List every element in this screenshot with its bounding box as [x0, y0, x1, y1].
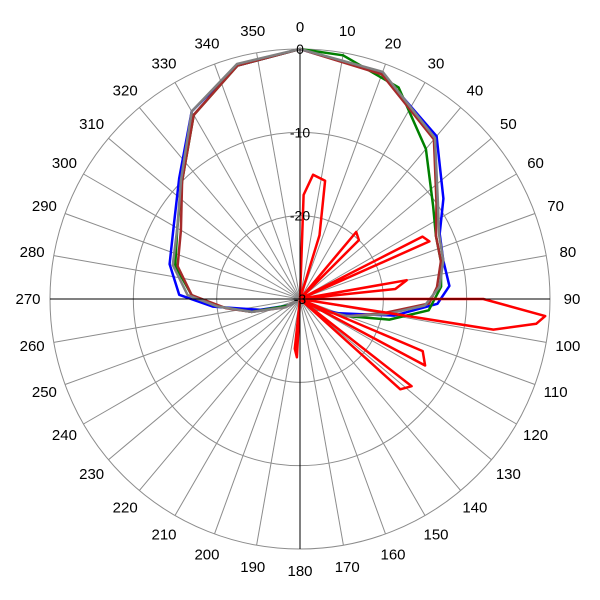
angle-tick-label: 250: [32, 384, 57, 401]
angle-tick-label: 260: [20, 338, 45, 355]
angle-tick-label: 270: [15, 291, 40, 308]
angle-tick-label: 70: [547, 198, 564, 215]
angle-tick-label: 130: [496, 466, 521, 483]
grid-spoke: [138, 107, 301, 300]
grid-spoke: [108, 298, 301, 461]
radial-tick-label: -20: [290, 208, 310, 224]
angle-tick-label: 50: [500, 116, 517, 133]
angle-tick-label: 200: [194, 547, 219, 564]
angle-tick-label: 180: [287, 563, 312, 580]
angle-tick-label: 0: [296, 19, 304, 36]
angle-tick-label: 290: [32, 198, 57, 215]
angle-tick-label: 330: [151, 55, 176, 72]
angle-tick-label: 350: [240, 23, 265, 40]
grid-spoke: [64, 213, 301, 300]
angle-tick-label: 140: [462, 499, 487, 516]
angle-tick-label: 150: [423, 527, 448, 544]
angle-tick-label: 210: [151, 527, 176, 544]
angle-tick-label: 80: [560, 244, 577, 261]
angle-tick-label: 300: [52, 155, 77, 172]
grid-spoke: [299, 213, 536, 300]
grid-spoke: [299, 63, 386, 300]
grid-spoke: [299, 52, 344, 300]
angle-tick-label: 240: [52, 427, 77, 444]
angle-tick-label: 10: [339, 23, 356, 40]
grid-spoke: [174, 82, 301, 300]
grid-spoke: [53, 298, 301, 343]
radial-tick-label: -3: [294, 291, 307, 307]
series-line-4: [293, 173, 547, 391]
radial-tick-label: 0: [296, 41, 304, 57]
grid-spoke: [256, 52, 301, 300]
angle-tick-label: 230: [79, 466, 104, 483]
grid-spoke: [299, 137, 492, 300]
angle-tick-label: 90: [564, 291, 581, 308]
angle-tick-label: 220: [113, 499, 138, 516]
grid-spoke: [299, 82, 426, 300]
axis-group: [50, 49, 550, 549]
grid-spoke: [299, 298, 426, 516]
grid-spoke: [108, 137, 301, 300]
grid-spoke: [138, 298, 301, 491]
angle-tick-label: 100: [555, 338, 580, 355]
angle-tick-label: 340: [194, 35, 219, 52]
grid-spoke: [299, 173, 517, 300]
angle-tick-label: 280: [20, 244, 45, 261]
grid-spoke: [214, 298, 301, 535]
angle-tick-label: 160: [381, 547, 406, 564]
grid-spoke: [83, 173, 301, 300]
angle-tick-label: 110: [544, 384, 568, 401]
grid-spoke: [53, 255, 301, 300]
angle-tick-label: 320: [113, 83, 138, 100]
label-group: 0 10 20 30 40 50 60 70 80 90 100 110 120 130 140 150 160…: [15, 19, 580, 580]
grid-spoke: [64, 298, 301, 385]
radial-tick-label: -10: [290, 124, 310, 140]
angle-tick-label: 20: [385, 35, 402, 52]
grid-spoke: [299, 298, 344, 546]
angle-tick-label: 30: [428, 55, 445, 72]
angle-tick-label: 60: [527, 155, 544, 172]
angle-tick-label: 310: [79, 116, 104, 133]
angle-tick-label: 40: [466, 83, 483, 100]
grid-spoke: [256, 298, 301, 546]
grid-spoke: [299, 298, 462, 491]
grid-spoke: [83, 298, 301, 425]
grid-spoke: [174, 298, 301, 516]
grid-spoke: [214, 63, 301, 300]
grid-spoke: [299, 298, 492, 461]
angle-tick-label: 190: [240, 559, 265, 576]
grid-spoke: [299, 298, 386, 535]
grid-spoke: [299, 298, 517, 425]
angle-tick-label: 170: [335, 559, 360, 576]
angle-tick-label: 120: [523, 427, 548, 444]
